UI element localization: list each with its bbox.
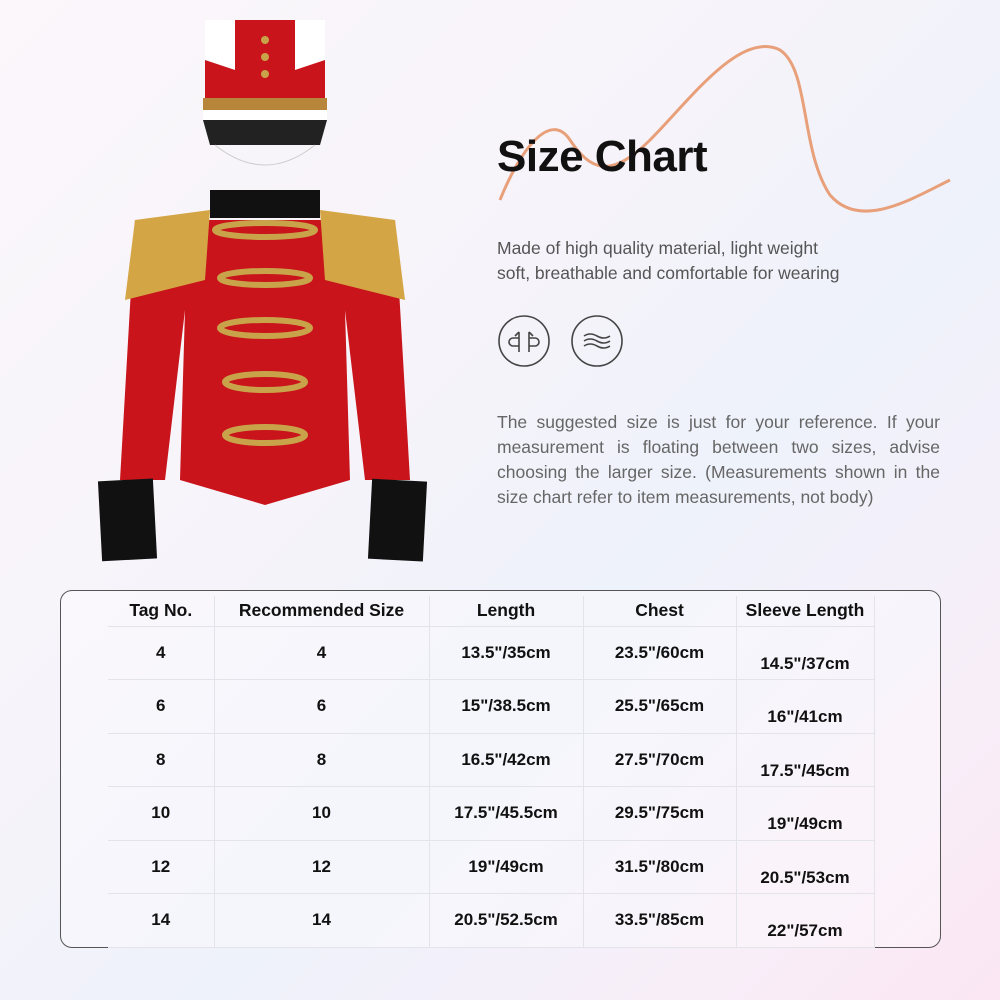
cell-sleeve-length: 14.5"/37cm: [735, 626, 875, 680]
cell-tag-no: 6: [108, 679, 215, 734]
header-length: Length: [428, 596, 584, 627]
cell-chest: 31.5"/80cm: [582, 839, 737, 894]
cell-recommended-size: 4: [213, 626, 430, 680]
decorative-curve: [498, 45, 951, 213]
table-row: 10 10 17.5"/45.5cm 29.5"/75cm 19"/49cm: [108, 786, 875, 841]
header-sleeve-length: Sleeve Length: [735, 596, 875, 627]
cell-recommended-size: 12: [213, 839, 430, 894]
description-line: Made of high quality material, light wei…: [497, 238, 819, 258]
cell-sleeve-length: 17.5"/45cm: [735, 732, 875, 787]
header-tag-no: Tag No.: [108, 596, 215, 627]
cell-sleeve-length: 19"/49cm: [735, 786, 875, 841]
page-title: Size Chart: [497, 132, 708, 181]
cell-length: 20.5"/52.5cm: [428, 893, 584, 948]
breathable-fabric-icon: [498, 315, 550, 367]
cell-tag-no: 12: [108, 839, 215, 894]
cell-sleeve-length: 22"/57cm: [735, 893, 875, 948]
cell-tag-no: 14: [108, 893, 215, 948]
cell-chest: 29.5"/75cm: [582, 786, 737, 841]
cell-tag-no: 4: [108, 626, 215, 680]
cell-recommended-size: 8: [213, 732, 430, 787]
cell-recommended-size: 6: [213, 679, 430, 734]
size-chart-table: Tag No. Recommended Size Length Chest Sl…: [108, 596, 875, 948]
table-row: 6 6 15"/38.5cm 25.5"/65cm 16"/41cm: [108, 679, 875, 734]
cell-chest: 25.5"/65cm: [582, 679, 737, 734]
table-header-row: Tag No. Recommended Size Length Chest Sl…: [108, 596, 875, 627]
cell-length: 17.5"/45.5cm: [428, 786, 584, 841]
cell-recommended-size: 14: [213, 893, 430, 948]
soft-wave-icon: [571, 315, 623, 367]
cell-tag-no: 8: [108, 732, 215, 787]
cell-chest: 27.5"/70cm: [582, 732, 737, 787]
header-chest: Chest: [582, 596, 737, 627]
table-row: 8 8 16.5"/42cm 27.5"/70cm 17.5"/45cm: [108, 732, 875, 787]
cell-recommended-size: 10: [213, 786, 430, 841]
cell-sleeve-length: 20.5"/53cm: [735, 839, 875, 894]
table-row: 4 4 13.5"/35cm 23.5"/60cm 14.5"/37cm: [108, 626, 875, 680]
header-recommended-size: Recommended Size: [213, 596, 430, 627]
cell-length: 19"/49cm: [428, 839, 584, 894]
description-line: soft, breathable and comfortable for wea…: [497, 263, 840, 283]
size-chart-card: Tag No. Recommended Size Length Chest Sl…: [60, 590, 941, 948]
product-description: Made of high quality material, light wei…: [497, 236, 839, 286]
product-image-drummer-costume: [97, 20, 428, 562]
cell-chest: 33.5"/85cm: [582, 893, 737, 948]
cell-tag-no: 10: [108, 786, 215, 841]
cell-sleeve-length: 16"/41cm: [735, 679, 875, 734]
table-row: 14 14 20.5"/52.5cm 33.5"/85cm 22"/57cm: [108, 893, 875, 948]
cell-length: 13.5"/35cm: [428, 626, 584, 680]
size-advice-note: The suggested size is just for your refe…: [497, 412, 940, 507]
cell-length: 16.5"/42cm: [428, 732, 584, 787]
cell-length: 15"/38.5cm: [428, 679, 584, 734]
table-row: 12 12 19"/49cm 31.5"/80cm 20.5"/53cm: [108, 839, 875, 894]
cell-chest: 23.5"/60cm: [582, 626, 737, 680]
